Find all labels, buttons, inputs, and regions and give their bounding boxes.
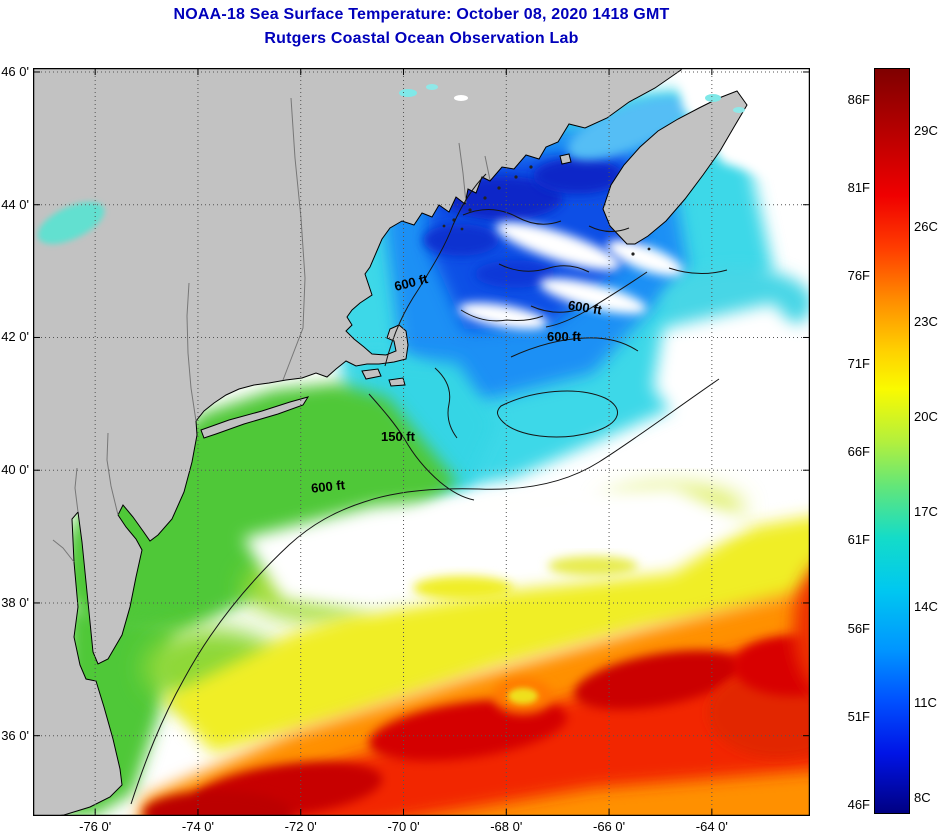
colorbar-label-fahrenheit: 51F xyxy=(847,708,870,724)
figure-title: NOAA-18 Sea Surface Temperature: October… xyxy=(173,6,670,23)
colorbar-label-fahrenheit: 66F xyxy=(847,444,870,460)
y-axis-tick-label: 42 0' xyxy=(1,329,29,345)
colorbar-label-fahrenheit: 61F xyxy=(847,532,870,548)
colorbar-label-fahrenheit: 71F xyxy=(847,356,870,372)
y-axis-tick-label: 36 0' xyxy=(1,727,29,743)
x-axis-tick-label: -74 0' xyxy=(181,819,215,832)
colorbar-label-fahrenheit: 86F xyxy=(847,91,870,107)
y-axis-tick-label: 40 0' xyxy=(1,462,29,478)
colorbar-label-celsius: 29C xyxy=(914,123,938,139)
x-axis-tick-label: -70 0' xyxy=(387,819,420,832)
mainland-coast xyxy=(33,68,683,816)
colorbar xyxy=(874,68,910,814)
map-plot-area: 600 ft 600 ft 600 ft 150 ft 600 ft xyxy=(33,68,810,816)
colorbar-label-fahrenheit: 46F xyxy=(847,796,870,812)
colorbar-label-fahrenheit: 56F xyxy=(847,620,870,636)
cloud-layer xyxy=(243,68,810,613)
cloud-over-land-layer xyxy=(37,84,745,245)
figure-subtitle: Rutgers Coastal Ocean Observation Lab xyxy=(264,30,579,47)
plot-frame xyxy=(33,68,810,816)
river-lines xyxy=(52,97,491,563)
nova-scotia xyxy=(602,90,748,245)
coastal-island-specks xyxy=(442,165,651,256)
x-axis-tick-label: -68 0' xyxy=(490,819,523,832)
bathymetry-contour-layer xyxy=(130,173,728,805)
sst-map-image xyxy=(33,68,810,816)
colorbar-label-celsius: 11C xyxy=(914,694,937,710)
colorbar-label-celsius: 20C xyxy=(914,409,938,425)
colorbar-label-celsius: 14C xyxy=(914,599,938,615)
x-axis-tick-label: -76 0' xyxy=(79,819,112,832)
contour-depth-label: 600 ft xyxy=(547,329,581,344)
x-axis-tick-label: -72 0' xyxy=(284,819,317,832)
grand-manan-island xyxy=(559,153,572,165)
colorbar-label-fahrenheit: 81F xyxy=(847,179,870,195)
colorbar-label-celsius: 26C xyxy=(914,218,938,234)
marthas-vineyard xyxy=(361,368,382,380)
land-layer xyxy=(33,68,748,816)
y-axis-tick-label: 46 0' xyxy=(1,63,29,79)
colorbar-label-celsius: 8C xyxy=(914,789,931,805)
contour-depth-label: 150 ft xyxy=(381,429,415,444)
colorbar-label-celsius: 23C xyxy=(914,313,938,329)
x-axis-tick-label: -66 0' xyxy=(593,819,626,832)
x-axis-tick-label: -64 0' xyxy=(695,819,728,832)
colorbar-label-fahrenheit: 76F xyxy=(847,268,870,284)
grid-and-ticks-layer xyxy=(33,68,810,816)
y-axis-tick-label: 38 0' xyxy=(1,594,29,610)
colorbar-label-celsius: 17C xyxy=(914,504,938,520)
long-island xyxy=(200,396,310,439)
nantucket xyxy=(388,377,406,387)
y-axis-tick-label: 44 0' xyxy=(1,196,29,212)
